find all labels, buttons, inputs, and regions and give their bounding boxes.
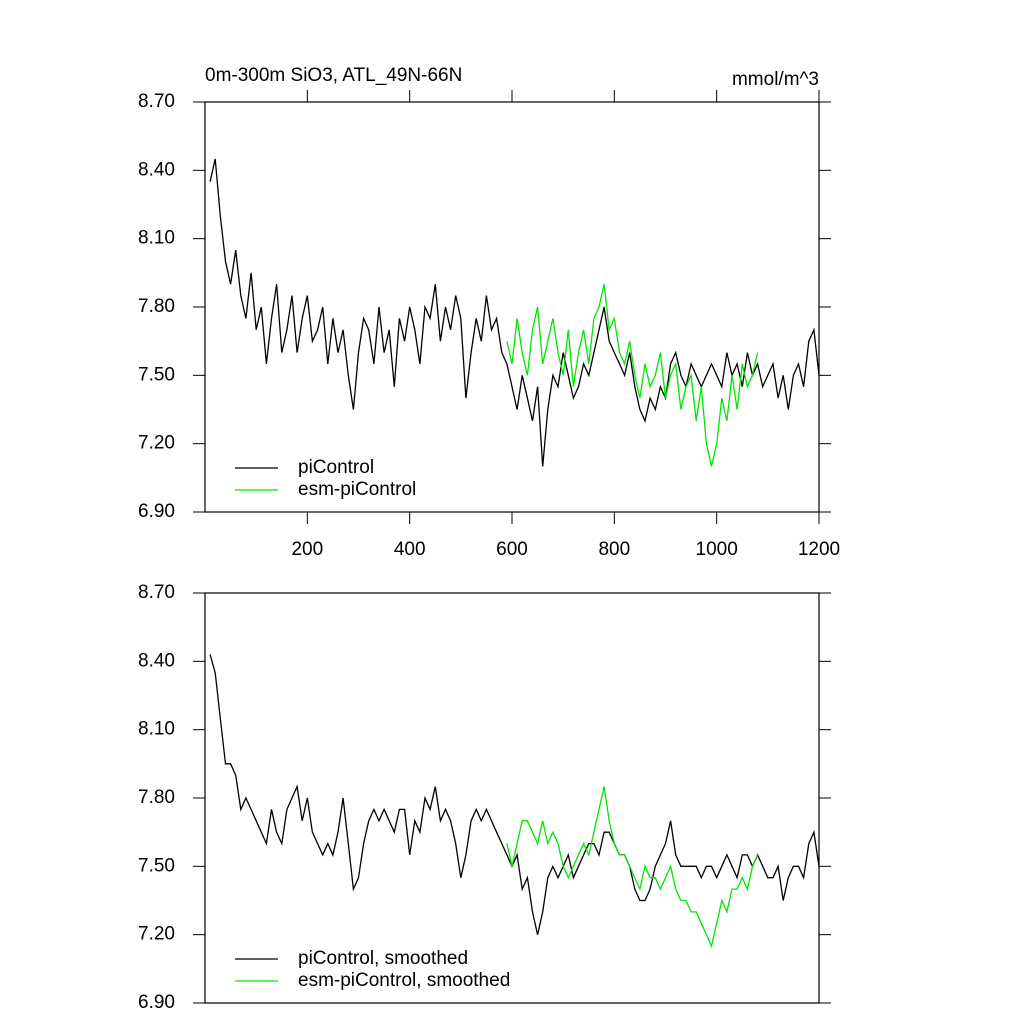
legend-label: piControl: [298, 457, 374, 478]
y-tick-label: 7.20: [138, 924, 175, 945]
x-tick-label: 1000: [696, 539, 738, 560]
legend-label: esm-piControl: [298, 479, 416, 500]
y-tick-label: 7.20: [138, 433, 175, 454]
y-tick-label: 8.40: [138, 159, 175, 180]
x-tick-label: 800: [598, 539, 630, 560]
y-tick-label: 7.80: [138, 296, 175, 317]
plot-frame: [204, 101, 820, 513]
legend-label: piControl, smoothed: [298, 948, 468, 969]
units-label: mmol/m^3: [732, 69, 819, 90]
series-line: [209, 158, 820, 467]
plot-frame: [204, 592, 820, 1004]
series-line: [506, 786, 759, 949]
legend-label: esm-piControl, smoothed: [298, 970, 510, 991]
series-line: [209, 654, 820, 935]
y-tick-label: 7.50: [138, 855, 175, 876]
y-tick-label: 6.90: [138, 501, 175, 522]
y-tick-label: 7.80: [138, 787, 175, 808]
y-tick-label: 7.50: [138, 364, 175, 385]
chart-title: 0m-300m SiO3, ATL_49N-66N: [205, 65, 462, 86]
series-line: [506, 284, 759, 467]
x-tick-label: 400: [394, 539, 426, 560]
x-tick-label: 200: [291, 539, 323, 560]
y-tick-label: 8.10: [138, 228, 175, 249]
y-tick-label: 6.90: [138, 992, 175, 1013]
x-tick-label: 600: [496, 539, 528, 560]
y-tick-label: 8.10: [138, 719, 175, 740]
y-tick-label: 8.70: [138, 91, 175, 112]
x-tick-label: 1200: [798, 539, 840, 560]
y-tick-label: 8.70: [138, 582, 175, 603]
y-tick-label: 8.40: [138, 650, 175, 671]
